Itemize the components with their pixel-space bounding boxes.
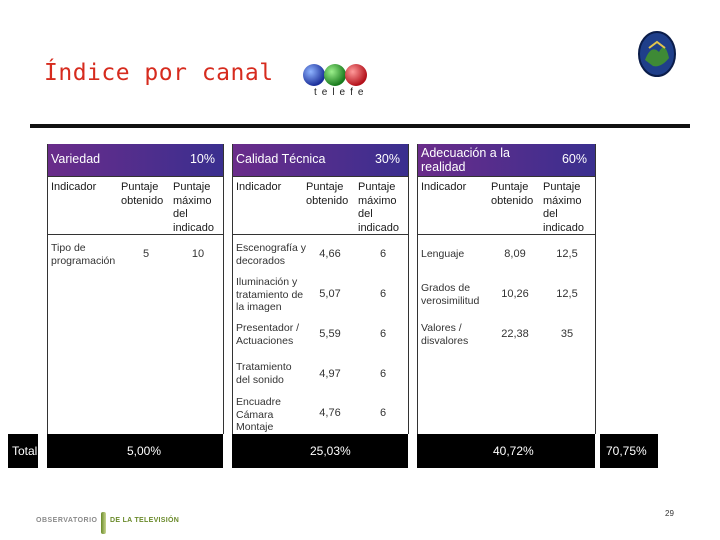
frame-line bbox=[47, 144, 48, 434]
indicator-cell: Escenografía y decorados bbox=[236, 242, 307, 267]
separator bbox=[417, 176, 595, 177]
section-header-adecuacion: Adecuación a la realidad 60% bbox=[417, 144, 595, 176]
column-headers-adecuacion: Indicador Puntaje obtenido Puntaje máxim… bbox=[417, 178, 595, 234]
separator bbox=[47, 234, 223, 235]
max-cell: 6 bbox=[379, 248, 387, 260]
obtained-cell: 10,26 bbox=[501, 288, 529, 300]
indicator-cell: Grados de verosimilitud bbox=[421, 282, 480, 307]
frame-line bbox=[223, 144, 224, 434]
col-obtained: Puntaje obtenido bbox=[121, 181, 164, 207]
col-indicator: Indicador bbox=[51, 181, 97, 193]
col-max: Puntaje máximo del indicado bbox=[173, 181, 214, 234]
emblem-logo bbox=[637, 30, 677, 78]
max-cell: 35 bbox=[560, 328, 574, 340]
telefe-wordmark: telefe bbox=[314, 87, 369, 98]
max-cell: 6 bbox=[379, 368, 387, 380]
obtained-cell: 5,07 bbox=[319, 288, 341, 300]
page-number: 29 bbox=[665, 509, 674, 518]
max-cell: 10 bbox=[191, 248, 205, 260]
col-obtained: Puntaje obtenido bbox=[306, 181, 349, 207]
max-cell: 6 bbox=[379, 407, 387, 419]
indicator-cell: Tipo de programación bbox=[51, 242, 116, 267]
observatorio-logo: OBSERVATORIO DE LA TELEVISIÓN bbox=[36, 512, 196, 534]
section-total: 25,03% bbox=[310, 444, 351, 458]
indicator-cell: Presentador / Actuaciones bbox=[236, 322, 300, 347]
frame-line bbox=[595, 144, 596, 434]
obtained-cell: 4,97 bbox=[319, 368, 341, 380]
section-name: Calidad Técnica bbox=[236, 152, 326, 166]
total-bar: Total 5,00% 25,03% 40,72% 70,75% bbox=[0, 434, 720, 468]
observatorio-right: DE LA TELEVISIÓN bbox=[110, 517, 180, 524]
column-headers-calidad-tecnica: Indicador Puntaje obtenido Puntaje máxim… bbox=[232, 178, 408, 234]
obtained-cell: 4,66 bbox=[319, 248, 341, 260]
section-header-variedad: Variedad 10% bbox=[47, 144, 223, 176]
indicator-cell: Lenguaje bbox=[421, 248, 465, 260]
obtained-cell: 5 bbox=[142, 248, 150, 260]
indicator-cell: Encuadre Cámara Montaje bbox=[236, 396, 281, 433]
separator bbox=[232, 176, 408, 177]
slide-title: Índice por canal bbox=[44, 60, 274, 86]
obtained-cell: 4,76 bbox=[319, 407, 341, 419]
col-max: Puntaje máximo del indicado bbox=[543, 181, 584, 234]
section-weight: 60% bbox=[561, 152, 587, 166]
observatorio-mark bbox=[101, 512, 106, 534]
grand-total-cell: 70,75% bbox=[600, 434, 658, 468]
column-headers-variedad: Indicador Puntaje obtenido Puntaje máxim… bbox=[47, 178, 223, 234]
telefe-logo-graphic bbox=[303, 64, 367, 86]
obtained-cell: 5,59 bbox=[319, 328, 341, 340]
col-indicator: Indicador bbox=[421, 181, 467, 193]
obtained-cell: 8,09 bbox=[504, 248, 526, 260]
max-cell: 6 bbox=[379, 288, 387, 300]
col-indicator: Indicador bbox=[236, 181, 282, 193]
frame-line bbox=[417, 144, 418, 434]
title-rule bbox=[30, 124, 690, 128]
indicator-cell: Tratamiento del sonido bbox=[236, 361, 292, 386]
frame-line bbox=[408, 144, 409, 434]
separator bbox=[232, 234, 408, 235]
total-label: Total bbox=[12, 444, 38, 458]
section-total: 5,00% bbox=[127, 444, 162, 458]
indicator-cell: Valores / disvalores bbox=[421, 322, 469, 347]
col-max: Puntaje máximo del indicado bbox=[358, 181, 399, 234]
indicator-cell: Iluminación y tratamiento de la imagen bbox=[236, 276, 304, 313]
max-cell: 12,5 bbox=[556, 248, 578, 260]
total-calidad-cell: 25,03% bbox=[232, 434, 408, 468]
obtained-cell: 22,38 bbox=[501, 328, 529, 340]
section-name: Variedad bbox=[51, 152, 101, 166]
max-cell: 12,5 bbox=[556, 288, 578, 300]
frame-line bbox=[232, 144, 233, 434]
section-total: 40,72% bbox=[493, 444, 534, 458]
section-weight: 30% bbox=[374, 152, 400, 166]
section-name: Adecuación a la realidad bbox=[421, 146, 510, 174]
telefe-logo: telefe bbox=[296, 58, 376, 106]
max-cell: 6 bbox=[379, 328, 387, 340]
col-obtained: Puntaje obtenido bbox=[491, 181, 534, 207]
section-weight: 10% bbox=[189, 152, 215, 166]
separator bbox=[47, 176, 223, 177]
separator bbox=[417, 234, 595, 235]
total-variedad-cell: 5,00% bbox=[47, 434, 223, 468]
grand-total: 70,75% bbox=[606, 444, 647, 458]
section-header-calidad-tecnica: Calidad Técnica 30% bbox=[232, 144, 408, 176]
observatorio-left: OBSERVATORIO bbox=[36, 517, 98, 524]
total-adecuacion-cell: 40,72% bbox=[417, 434, 595, 468]
total-label-cell: Total bbox=[8, 434, 38, 468]
